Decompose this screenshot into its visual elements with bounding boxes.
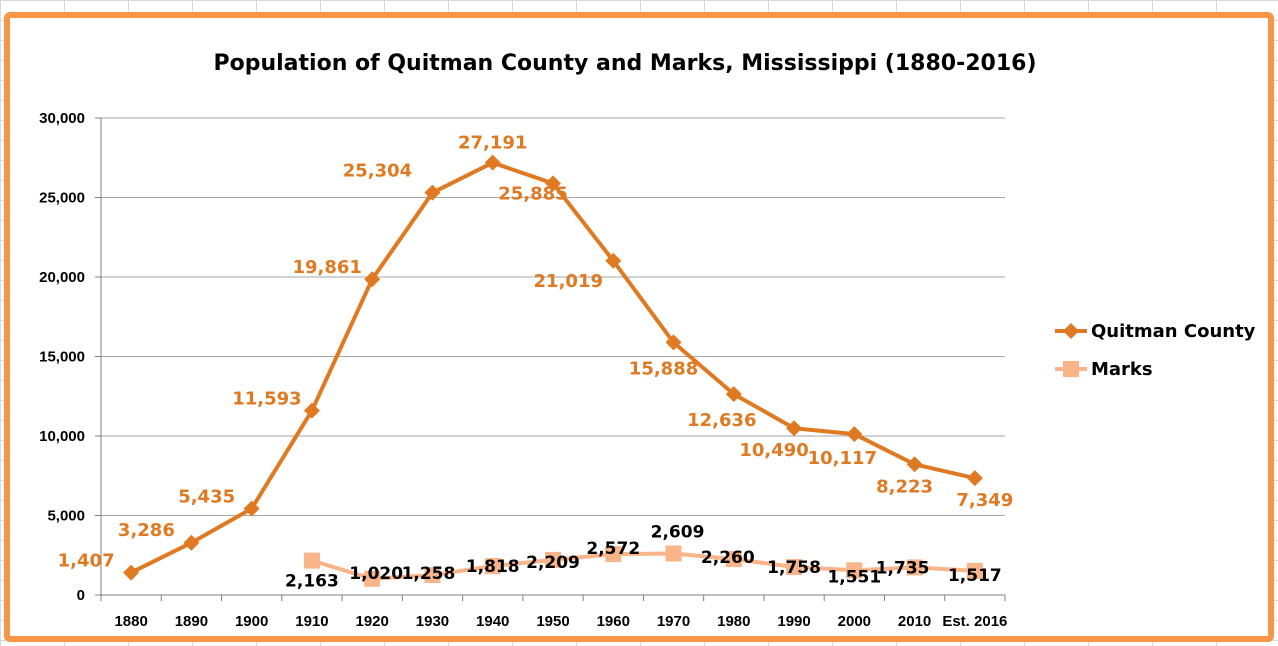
data-label-marks: 2,572 (586, 539, 640, 559)
data-point-quitman-county (424, 184, 441, 201)
data-label-quitman-county: 5,435 (178, 487, 235, 508)
data-label-marks: 1,020 (349, 564, 403, 584)
x-tick-label: 1880 (114, 613, 147, 630)
data-label-marks: 1,517 (948, 566, 1002, 586)
data-label-quitman-county: 19,861 (292, 257, 361, 278)
data-label-marks: 1,758 (767, 558, 821, 578)
data-label-marks: 1,735 (876, 558, 930, 578)
data-label-quitman-county: 21,019 (534, 271, 603, 292)
x-axis-ticks: 1880 1890 1900 1910 1920 1930 1940 1950 1960 1970… (114, 613, 1007, 630)
data-point-quitman-county (364, 271, 381, 288)
data-point-marks (665, 545, 682, 562)
data-label-marks: 1,551 (827, 567, 881, 587)
data-point-marks (364, 570, 381, 587)
y-tick-label: 5,000 (47, 508, 85, 525)
x-tick-label: 1920 (356, 613, 389, 630)
data-point-marks (303, 552, 320, 569)
chart-frame (4, 12, 1274, 642)
y-axis-ticks: 0 5,000 10,000 15,000 20,000 25,000 30,000 (39, 110, 85, 604)
y-tick-label: 20,000 (39, 269, 85, 286)
data-point-quitman-county (906, 456, 923, 473)
x-tick-label: 1930 (416, 613, 449, 630)
data-point-quitman-county (243, 500, 260, 517)
data-point-quitman-county (725, 386, 742, 403)
x-tick-label: 1960 (597, 613, 630, 630)
data-label-quitman-county: 27,191 (458, 133, 527, 154)
legend-label: Marks (1091, 359, 1153, 380)
data-label-marks: 1,258 (402, 564, 456, 584)
data-label-quitman-county: 25,304 (343, 161, 412, 182)
data-label-marks: 1,818 (466, 557, 520, 577)
axes (95, 117, 1006, 601)
series-line-quitman-county (130, 160, 976, 575)
data-point-marks (545, 551, 561, 568)
data-point-marks (725, 551, 742, 568)
series-line-marks (311, 551, 976, 581)
data-label-quitman-county: 8,223 (876, 476, 933, 497)
data-point-marks (846, 562, 863, 579)
x-tick-label: 1980 (717, 613, 750, 630)
data-point-marks (605, 546, 622, 563)
data-point-quitman-county (183, 534, 200, 551)
data-point-marks (966, 562, 983, 579)
data-label-quitman-county: 3,286 (118, 520, 175, 541)
x-tick-label: 1900 (235, 613, 268, 630)
data-label-quitman-county: 7,349 (956, 490, 1013, 511)
legend-marker-diamond (1063, 323, 1079, 339)
data-point-quitman-county (665, 334, 682, 351)
y-tick-label: 0 (77, 587, 85, 604)
data-point-quitman-county (786, 420, 803, 437)
data-label-quitman-county: 1,407 (58, 551, 115, 572)
y-tick-label: 25,000 (39, 190, 85, 207)
data-point-quitman-county (484, 154, 501, 171)
y-tick-label: 30,000 (39, 110, 85, 127)
data-point-marks (906, 559, 923, 576)
x-tick-label: 1890 (175, 613, 208, 630)
x-tick-label: 1940 (476, 613, 509, 630)
gridlines (101, 117, 1005, 516)
data-point-quitman-county (846, 426, 863, 443)
data-label-marks: 2,209 (526, 553, 580, 573)
data-point-quitman-county (123, 564, 140, 581)
data-label-quitman-county: 25,885 (498, 183, 567, 204)
data-label-marks: 2,609 (651, 523, 705, 543)
data-point-quitman-county (966, 470, 983, 487)
data-point-marks (786, 559, 803, 576)
data-point-quitman-county (605, 252, 622, 269)
data-label-quitman-county: 12,636 (687, 410, 756, 431)
legend-label: Quitman County (1091, 321, 1256, 342)
x-tick-label: 1990 (777, 613, 810, 630)
chart-title: Population of Quitman County and Marks, … (213, 51, 1036, 76)
x-tick-label: 2010 (898, 613, 931, 630)
x-tick-label: 2000 (838, 613, 871, 630)
legend: Quitman County Marks (1055, 321, 1256, 380)
y-tick-label: 15,000 (39, 349, 85, 366)
data-label-marks: 2,163 (285, 572, 339, 592)
x-tick-label: 1910 (295, 613, 328, 630)
data-label-quitman-county: 10,490 (739, 440, 808, 461)
series-group (123, 154, 983, 587)
data-point-marks (424, 566, 441, 583)
data-label-quitman-county: 15,888 (629, 358, 698, 379)
data-point-quitman-county (303, 402, 320, 419)
data-label-quitman-county: 11,593 (232, 389, 301, 410)
data-point-quitman-county (545, 175, 561, 192)
data-label-marks: 2,260 (701, 548, 755, 568)
y-tick-label: 10,000 (39, 428, 85, 445)
data-point-marks (484, 558, 501, 575)
x-tick-label: Est. 2016 (942, 613, 1007, 630)
x-tick-label: 1950 (536, 613, 569, 630)
data-label-quitman-county: 10,117 (808, 448, 877, 469)
x-tick-label: 1970 (657, 613, 690, 630)
legend-marker-square (1063, 361, 1079, 377)
